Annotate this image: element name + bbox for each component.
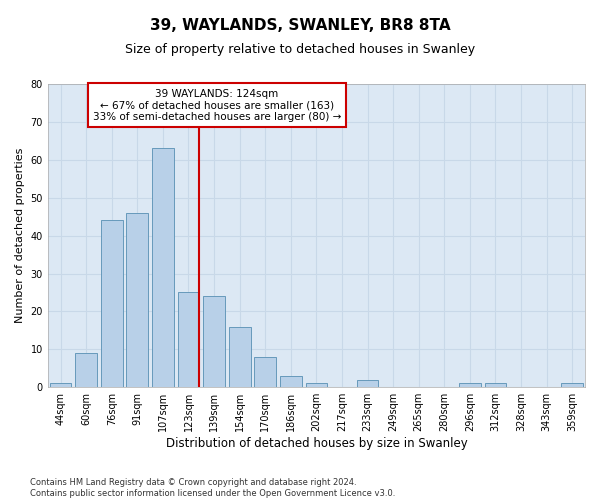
- Bar: [459, 384, 481, 387]
- Bar: [75, 353, 97, 387]
- Bar: [152, 148, 174, 387]
- Text: Contains HM Land Registry data © Crown copyright and database right 2024.
Contai: Contains HM Land Registry data © Crown c…: [30, 478, 395, 498]
- Bar: [229, 326, 251, 387]
- Bar: [254, 357, 276, 387]
- X-axis label: Distribution of detached houses by size in Swanley: Distribution of detached houses by size …: [166, 437, 467, 450]
- Text: 39 WAYLANDS: 124sqm
← 67% of detached houses are smaller (163)
33% of semi-detac: 39 WAYLANDS: 124sqm ← 67% of detached ho…: [93, 88, 341, 122]
- Bar: [178, 292, 199, 387]
- Text: Size of property relative to detached houses in Swanley: Size of property relative to detached ho…: [125, 42, 475, 56]
- Y-axis label: Number of detached properties: Number of detached properties: [15, 148, 25, 324]
- Bar: [101, 220, 122, 387]
- Bar: [356, 380, 379, 387]
- Text: 39, WAYLANDS, SWANLEY, BR8 8TA: 39, WAYLANDS, SWANLEY, BR8 8TA: [149, 18, 451, 32]
- Bar: [485, 384, 506, 387]
- Bar: [562, 384, 583, 387]
- Bar: [305, 384, 327, 387]
- Bar: [50, 384, 71, 387]
- Bar: [203, 296, 225, 387]
- Bar: [280, 376, 302, 387]
- Bar: [127, 213, 148, 387]
